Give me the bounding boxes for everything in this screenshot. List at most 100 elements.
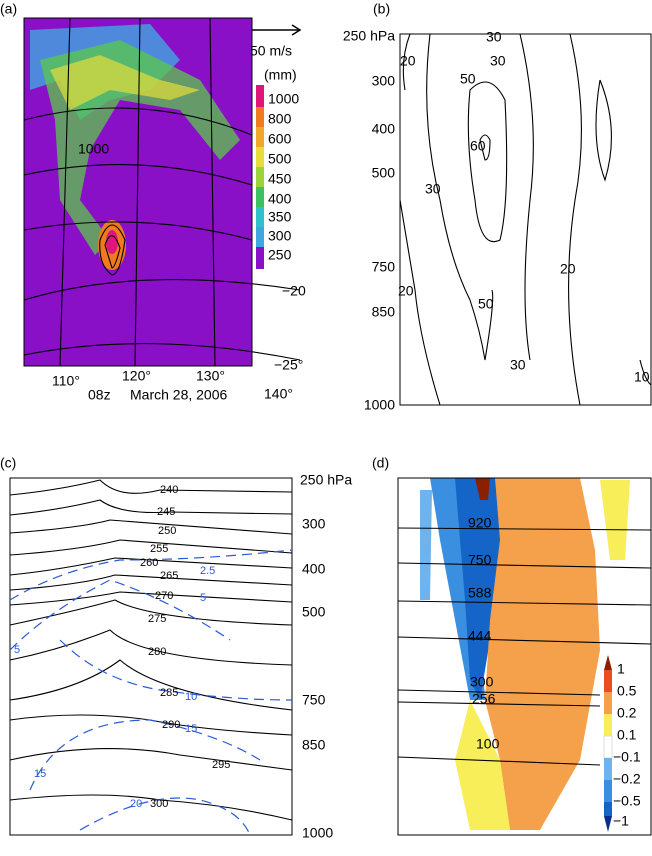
colorbar-label: 250	[268, 247, 292, 263]
colorbar-cell	[604, 670, 612, 692]
dashed-label: 20	[130, 798, 142, 810]
contour-label: 20	[560, 261, 576, 277]
colorbar-label: 300	[268, 228, 292, 244]
colorbar-cell	[256, 247, 264, 269]
panel-label: (b)	[373, 1, 390, 17]
unit-label: (mm)	[264, 67, 297, 83]
panel-c: (c) 250 hPa 300 400 500 750 850 1000 240…	[0, 455, 352, 841]
contour-label: 20	[400, 53, 416, 69]
colorbar-label: 0.2	[617, 705, 637, 721]
shade-positive	[475, 478, 490, 500]
contour-label: 60	[470, 138, 486, 154]
level-label: 500	[302, 604, 326, 620]
colorbar-cell	[256, 227, 264, 247]
level-label: 250 hPa	[343, 28, 395, 44]
contour-label: 10	[634, 369, 650, 385]
level-label: 400	[302, 561, 326, 577]
colorbar-label: 500	[268, 151, 292, 167]
colorbar-label: −0.1	[613, 749, 641, 765]
lon-label: 130°	[196, 368, 225, 384]
contour-label: 50	[460, 71, 476, 87]
colorbar-cell	[256, 107, 264, 127]
panel-a: (a) 50 m/s (mm) 1000 800 600 500 450 400…	[0, 1, 306, 403]
dashed-label: 10	[185, 691, 197, 703]
lon-label: 110°	[52, 373, 80, 389]
colorbar-cell	[604, 692, 612, 714]
plot-frame	[399, 33, 652, 406]
contour-label: 300	[150, 798, 168, 810]
contour-label: 275	[148, 613, 166, 625]
contour-label: 588	[468, 585, 492, 601]
dashed-label: 15	[34, 768, 46, 780]
panel-d: (d) 920 750 588 444 300 256 100 1 0.5 0.…	[372, 455, 652, 836]
colorbar-cell	[256, 85, 264, 107]
contour-label: 260	[140, 557, 158, 569]
plot-frame	[9, 477, 293, 836]
panel-label: (a)	[0, 1, 17, 17]
contour-label: 750	[468, 552, 492, 568]
contour-label: 250	[158, 525, 176, 537]
colorbar-cell	[256, 187, 264, 207]
colorbar-label: −0.2	[613, 771, 641, 787]
colorbar-label: 450	[268, 171, 292, 187]
dashed-label: 15	[185, 723, 197, 735]
colorbar-label: −0.5	[613, 793, 641, 809]
contour	[467, 81, 508, 243]
colorbar-label: 0.5	[617, 683, 637, 699]
date-label: March 28, 2006	[130, 387, 227, 403]
contour	[479, 134, 491, 161]
level-label: 300	[302, 516, 326, 532]
colorbar-cell	[604, 780, 612, 802]
level-label: 750	[372, 259, 396, 275]
contour-label: 290	[162, 719, 180, 731]
colorbar-cell	[604, 802, 612, 816]
lat-label: −20	[282, 283, 306, 299]
contour-label: 245	[157, 506, 175, 518]
colorbar-cell	[604, 758, 612, 780]
colorbar-label: 400	[268, 191, 292, 207]
contour-label: 30	[486, 29, 502, 45]
level-label: 1000	[302, 825, 333, 841]
contour-label: 270	[155, 590, 173, 602]
scale-arrow-head	[291, 24, 302, 36]
level-label: 300	[372, 73, 396, 89]
dashed-label: 2.5	[200, 565, 215, 577]
colorbar-label: 1000	[268, 91, 299, 107]
colorbar-label: 350	[268, 209, 292, 225]
colorbar-label: 600	[268, 131, 292, 147]
contour-label: 295	[212, 759, 230, 771]
map-frame	[23, 17, 253, 367]
contour-label: 444	[468, 628, 492, 644]
shade-negative	[420, 490, 432, 600]
contour-label: 1000	[78, 141, 109, 157]
contour-label: 285	[160, 687, 178, 699]
colorbar-cell	[604, 714, 612, 736]
colorbar	[256, 85, 264, 269]
map-grid	[23, 17, 301, 367]
colorbar-label: −1	[613, 813, 629, 829]
contour	[397, 527, 652, 766]
colorbar-cell	[604, 816, 612, 832]
contour-label: 100	[476, 736, 500, 752]
contour-label: 30	[425, 181, 441, 197]
level-label: 850	[372, 304, 396, 320]
colorbar-label: 0.1	[617, 727, 637, 743]
contour-label: 300	[470, 674, 494, 690]
contour-label: 50	[478, 296, 494, 312]
dashed-label: 5	[14, 644, 20, 656]
contour-label: 256	[472, 691, 496, 707]
lon-label: 120°	[122, 368, 151, 384]
contour-label: 920	[468, 515, 492, 531]
level-label: 750	[302, 692, 326, 708]
colorbar-label: 800	[268, 111, 292, 127]
level-label: 250 hPa	[300, 472, 352, 488]
shade-positive	[455, 480, 630, 830]
scale-label: 50 m/s	[250, 43, 292, 59]
dashed-contour	[9, 549, 293, 836]
contour-label: 240	[160, 484, 178, 496]
lon-label: 140°	[264, 386, 293, 402]
rain-area	[50, 55, 200, 110]
colorbar-cell	[256, 127, 264, 147]
